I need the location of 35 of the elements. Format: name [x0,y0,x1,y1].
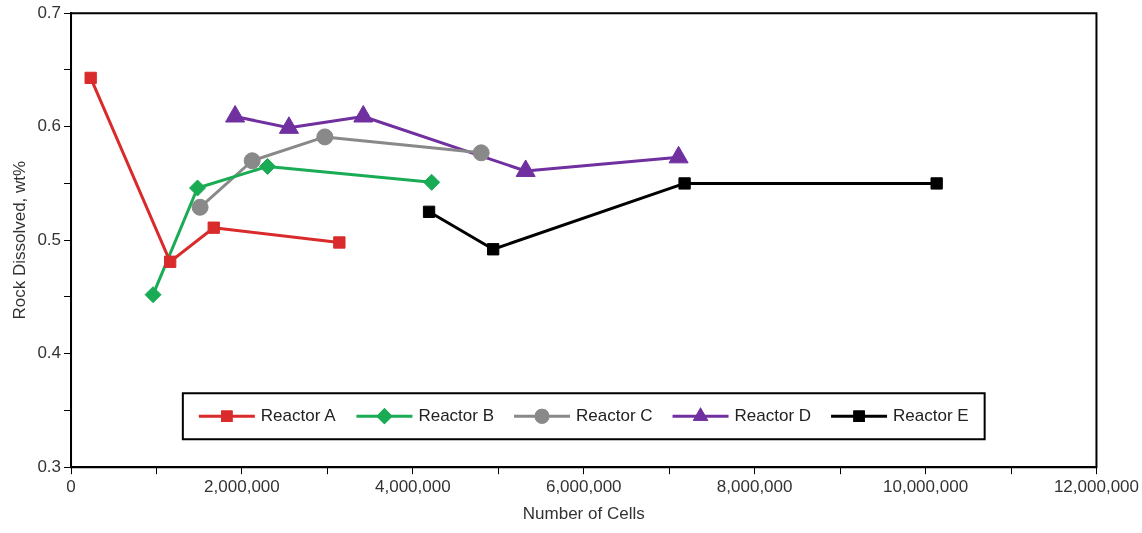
point [164,255,177,268]
point [259,157,277,175]
legend-label: Reactor B [418,405,495,425]
x-axis-title: Number of Cells [522,504,645,524]
y-tick-label: 0.7 [37,2,62,22]
y-tick-label: 0.6 [37,116,62,136]
x-tick-label: 4,000,000 [375,477,451,497]
point [144,286,162,304]
legend-label: Reactor C [576,405,653,425]
y-axis-title: Rock Dissolved, wt% [9,160,29,320]
y-tick-label: 0.4 [37,343,62,363]
y-tick-label: 0.3 [37,456,62,476]
point [333,236,346,249]
point [207,221,220,234]
x-tick-label: 12,000,000 [1053,477,1140,497]
point [422,205,436,218]
x-tick-label: 2,000,000 [204,477,280,497]
x-tick-label: 6,000,000 [545,477,622,497]
y-tick-label: 0.5 [37,229,62,249]
point [423,173,441,191]
point [472,144,490,162]
point [84,71,97,85]
x-tick-label: 10,000,000 [883,477,969,497]
point [930,177,943,190]
point [191,198,209,216]
legend-label: Reactor D [734,405,812,425]
point [316,128,334,146]
legend-label: Reactor A [260,405,337,425]
point [189,179,206,197]
x-tick-label: 8,000,000 [716,477,793,497]
point [243,152,261,170]
point [678,177,691,190]
x-tick-label: 0 [66,477,76,497]
point [487,243,500,256]
legend-label: Reactor E [893,405,969,425]
